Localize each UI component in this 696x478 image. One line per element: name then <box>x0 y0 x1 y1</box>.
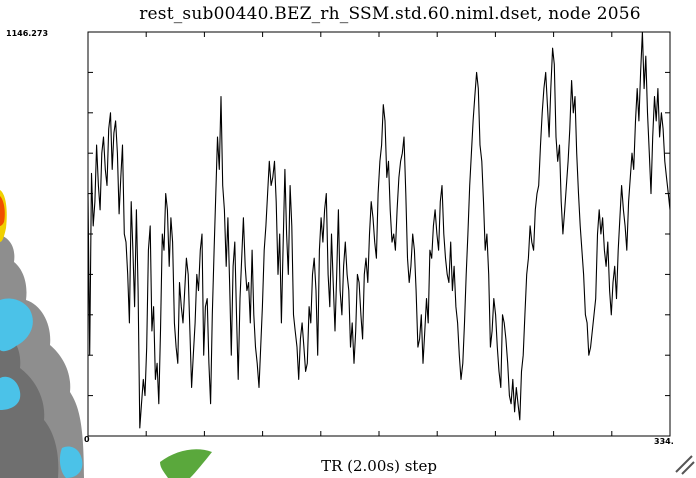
y-tick-marks <box>88 31 670 437</box>
x-tick-marks <box>87 32 671 436</box>
x-axis-label: TR (2.00s) step <box>321 457 437 475</box>
brain-activation-green <box>160 449 212 478</box>
x-max-label: 334. <box>654 437 674 446</box>
brain-activation-cyan <box>59 446 83 478</box>
x-min-label: 0 <box>84 435 90 444</box>
brain-activation-cyan <box>0 298 33 352</box>
brain-activation-cyan <box>0 376 21 410</box>
timeseries-line <box>87 31 671 429</box>
brain-surface-shade <box>0 330 59 478</box>
plot-frame <box>87 31 671 437</box>
brain-activation-orange <box>0 196 5 226</box>
y-max-label: 1146.273 <box>6 29 49 38</box>
chart-title: rest_sub00440.BEZ_rh_SSM.std.60.niml.dse… <box>139 4 641 24</box>
window-corner-grip[interactable] <box>675 455 695 475</box>
